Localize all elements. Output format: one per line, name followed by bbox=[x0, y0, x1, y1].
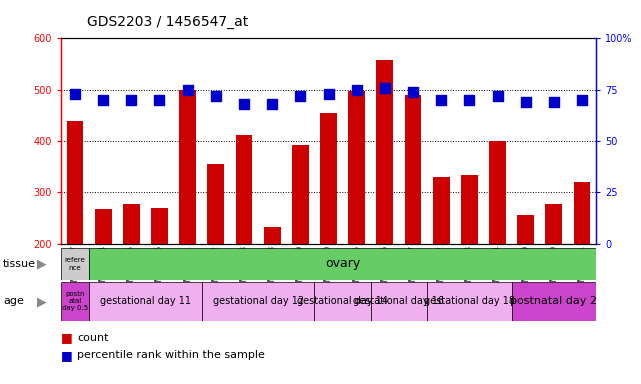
Bar bbox=[263, 227, 281, 347]
Point bbox=[577, 97, 587, 103]
Text: age: age bbox=[3, 296, 24, 306]
Bar bbox=[404, 95, 422, 347]
Text: refere
nce: refere nce bbox=[65, 258, 85, 270]
Point bbox=[211, 93, 221, 99]
Bar bbox=[517, 215, 534, 347]
Text: gestational day 12: gestational day 12 bbox=[213, 296, 304, 306]
Bar bbox=[489, 141, 506, 347]
Text: gestational day 14: gestational day 14 bbox=[297, 296, 388, 306]
Point bbox=[492, 93, 503, 99]
Bar bbox=[67, 121, 83, 347]
Text: GDS2203 / 1456547_at: GDS2203 / 1456547_at bbox=[87, 15, 248, 29]
Point bbox=[351, 87, 362, 93]
Text: ■: ■ bbox=[61, 349, 72, 362]
Bar bbox=[292, 145, 309, 347]
Text: ■: ■ bbox=[61, 331, 72, 344]
Bar bbox=[320, 113, 337, 347]
Point bbox=[126, 97, 137, 103]
Bar bbox=[461, 174, 478, 347]
Bar bbox=[376, 60, 394, 347]
Point bbox=[267, 101, 278, 107]
Point bbox=[520, 99, 531, 105]
Point bbox=[70, 91, 80, 97]
Bar bbox=[89, 282, 202, 321]
Bar bbox=[370, 282, 427, 321]
Bar bbox=[95, 209, 112, 347]
Point bbox=[549, 99, 559, 105]
Bar bbox=[151, 208, 168, 347]
Text: ovary: ovary bbox=[325, 258, 360, 270]
Text: gestational day 16: gestational day 16 bbox=[353, 296, 444, 306]
Text: ▶: ▶ bbox=[37, 258, 46, 270]
Text: count: count bbox=[77, 333, 108, 343]
Text: gestational day 11: gestational day 11 bbox=[100, 296, 191, 306]
Point bbox=[464, 97, 474, 103]
Bar bbox=[427, 282, 512, 321]
Bar bbox=[179, 90, 196, 347]
Bar bbox=[433, 177, 449, 347]
Text: gestational day 18: gestational day 18 bbox=[424, 296, 515, 306]
Point bbox=[436, 97, 446, 103]
Bar bbox=[574, 182, 590, 347]
Bar bbox=[235, 136, 253, 347]
Point bbox=[408, 89, 418, 95]
Text: postnatal day 2: postnatal day 2 bbox=[510, 296, 597, 306]
Bar bbox=[202, 282, 315, 321]
Point bbox=[296, 93, 306, 99]
Bar bbox=[61, 282, 89, 321]
Bar bbox=[348, 91, 365, 347]
Bar bbox=[315, 282, 370, 321]
Text: ▶: ▶ bbox=[37, 295, 46, 308]
Bar bbox=[123, 204, 140, 347]
Point bbox=[183, 87, 193, 93]
Bar bbox=[512, 282, 596, 321]
Bar bbox=[61, 248, 89, 280]
Bar bbox=[208, 164, 224, 347]
Point bbox=[154, 97, 165, 103]
Point bbox=[379, 84, 390, 91]
Bar bbox=[545, 204, 562, 347]
Point bbox=[98, 97, 108, 103]
Text: postn
atal
day 0.5: postn atal day 0.5 bbox=[62, 291, 88, 311]
Text: tissue: tissue bbox=[3, 259, 36, 269]
Point bbox=[324, 91, 334, 97]
Text: percentile rank within the sample: percentile rank within the sample bbox=[77, 350, 265, 360]
Point bbox=[239, 101, 249, 107]
